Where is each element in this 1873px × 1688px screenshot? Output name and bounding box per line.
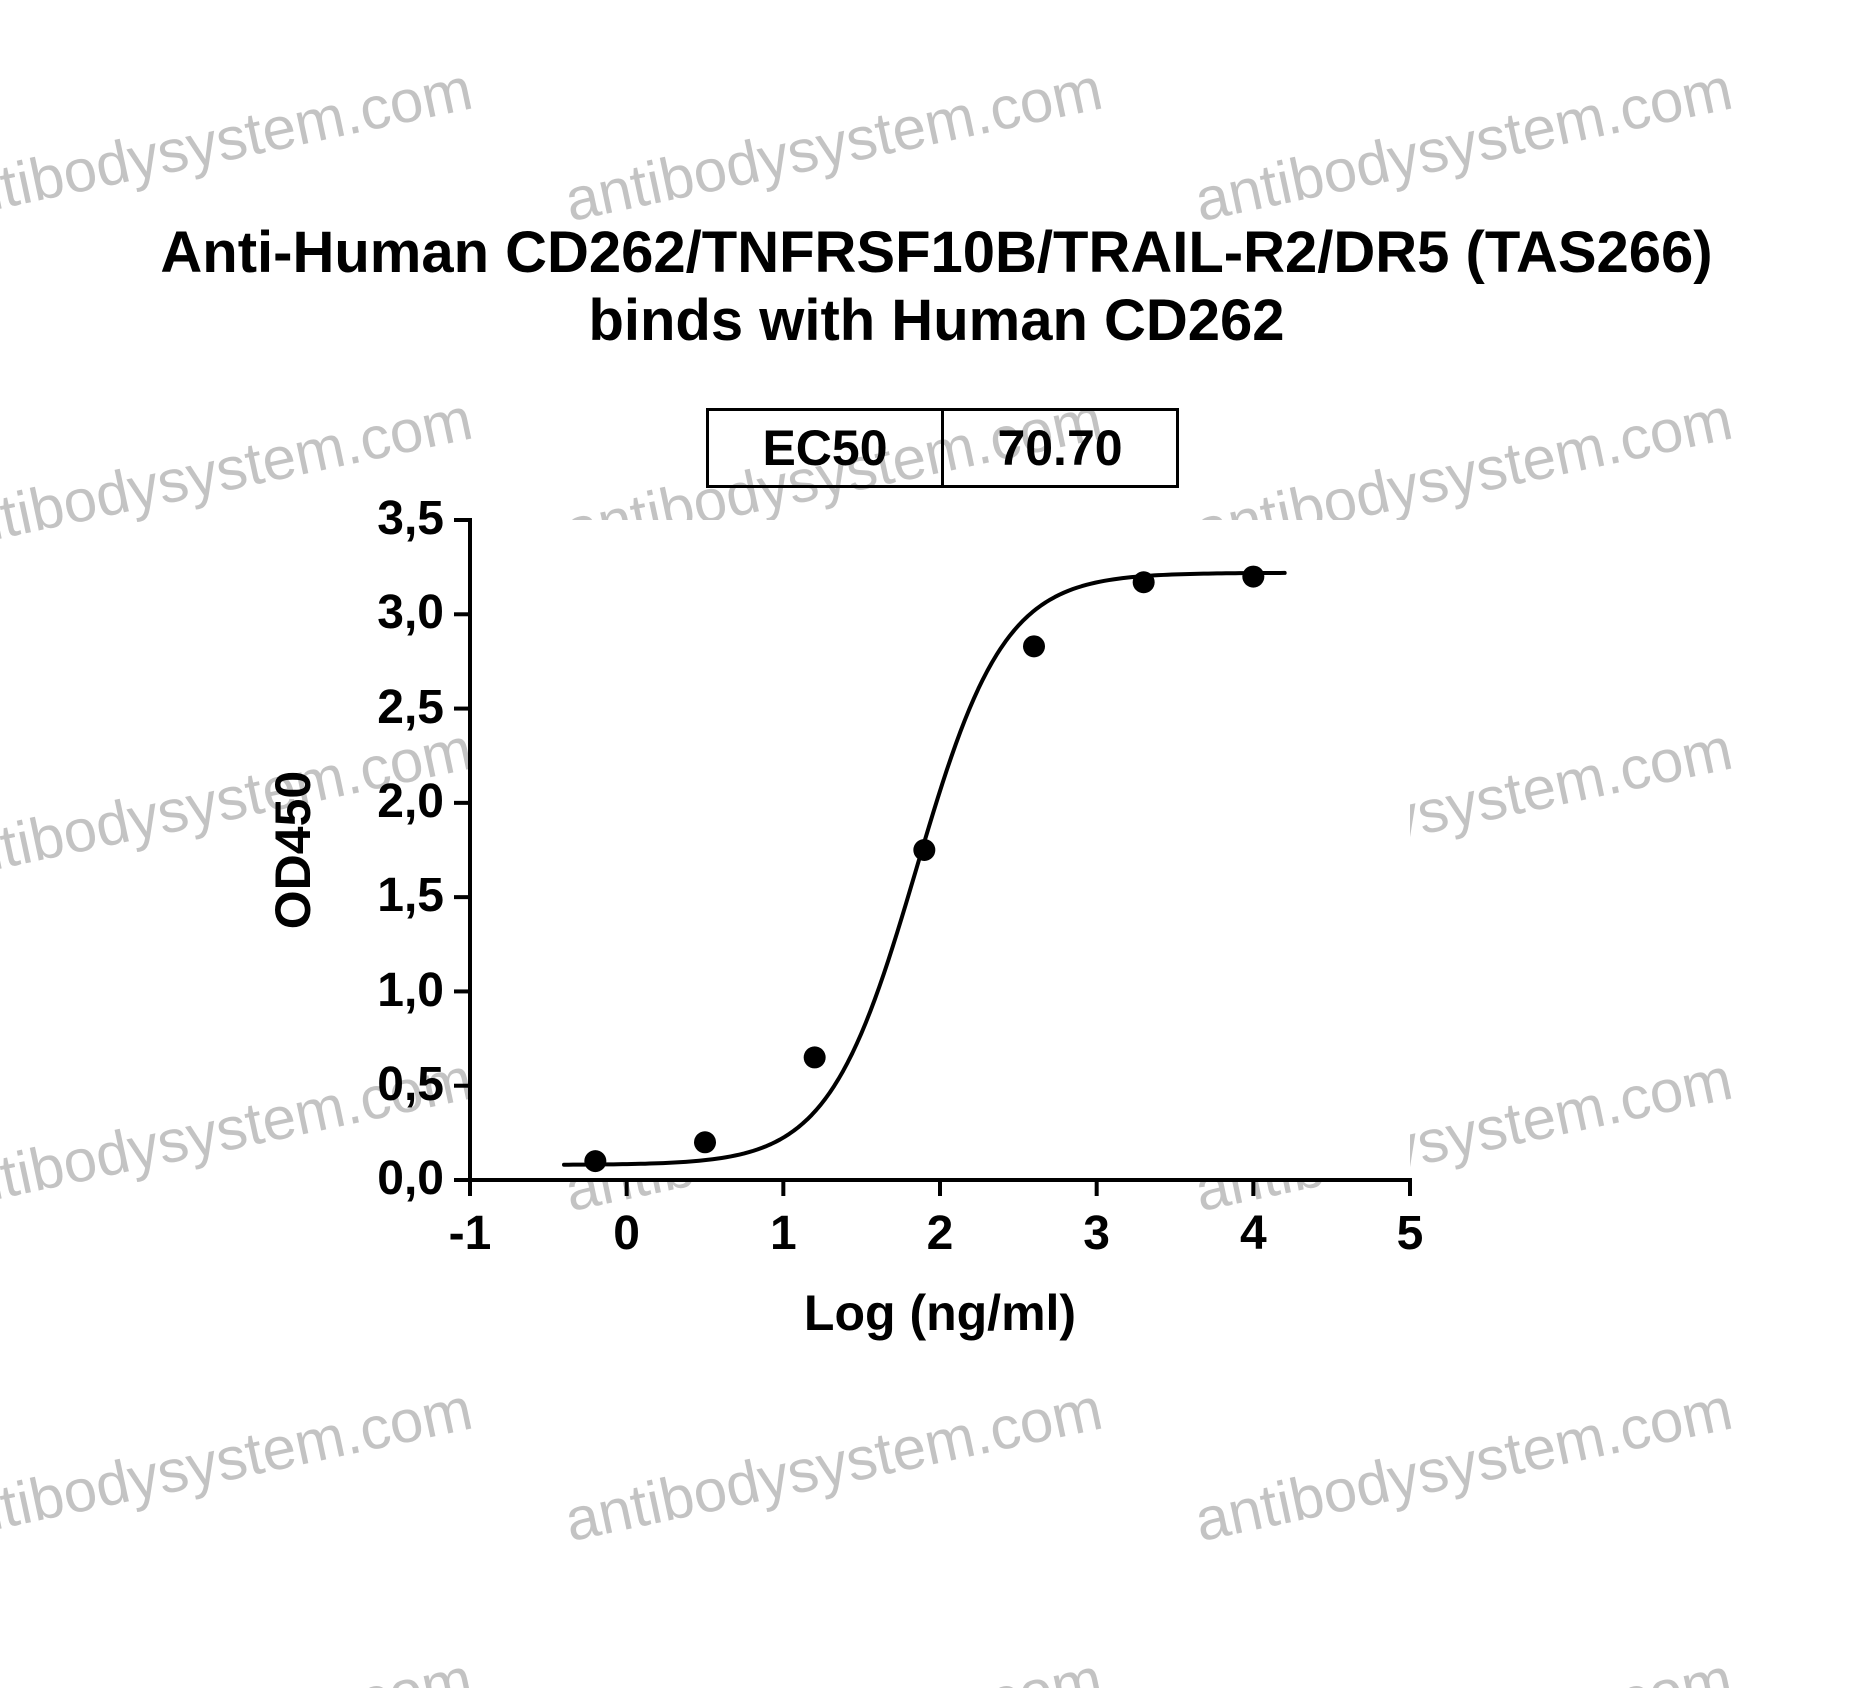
data-point <box>804 1046 826 1068</box>
ec50-value-cell: 70.70 <box>943 410 1178 487</box>
ec50-label-cell: EC50 <box>708 410 943 487</box>
y-tick-label: 1,0 <box>324 963 444 1018</box>
y-tick-label: 2,5 <box>324 680 444 735</box>
y-tick-label: 0,0 <box>324 1151 444 1206</box>
y-tick-label: 0,5 <box>324 1057 444 1112</box>
x-tick-label: -1 <box>430 1206 510 1261</box>
data-point <box>694 1131 716 1153</box>
y-tick-label: 3,0 <box>324 585 444 640</box>
y-tick-label: 2,0 <box>324 774 444 829</box>
y-tick-label: 3,5 <box>324 491 444 546</box>
plot-area <box>440 490 1440 1210</box>
data-point <box>584 1150 606 1172</box>
data-point <box>913 839 935 861</box>
x-axis-label: Log (ng/ml) <box>470 1284 1410 1342</box>
y-axis-label: OD450 <box>264 520 322 1180</box>
data-point <box>1133 571 1155 593</box>
x-tick-label: 1 <box>743 1206 823 1261</box>
x-tick-label: 3 <box>1057 1206 1137 1261</box>
figure-content: Anti-Human CD262/TNFRSF10B/TRAIL-R2/DR5 … <box>0 0 1873 1688</box>
chart-title-line1: Anti-Human CD262/TNFRSF10B/TRAIL-R2/DR5 … <box>0 220 1873 287</box>
binding-curve-chart <box>440 490 1440 1210</box>
data-point <box>1023 635 1045 657</box>
chart-title-line2: binds with Human CD262 <box>0 288 1873 355</box>
data-point <box>1242 566 1264 588</box>
y-tick-label: 1,5 <box>324 868 444 923</box>
x-tick-label: 0 <box>587 1206 667 1261</box>
x-tick-label: 5 <box>1370 1206 1450 1261</box>
ec50-table: EC50 70.70 <box>706 408 1179 488</box>
x-tick-label: 4 <box>1213 1206 1293 1261</box>
x-tick-label: 2 <box>900 1206 980 1261</box>
